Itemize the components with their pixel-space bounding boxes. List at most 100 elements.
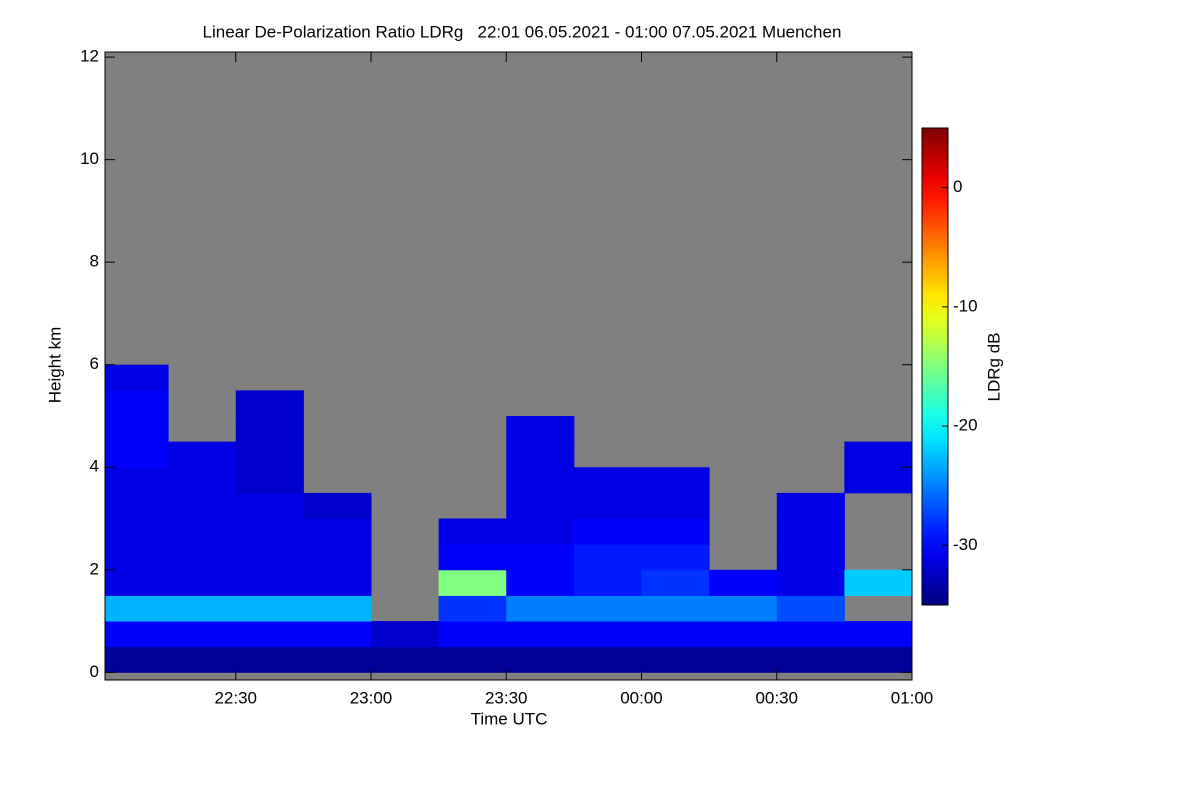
heatmap-cell [105,364,169,391]
heatmap-cell [235,492,304,520]
heatmap-cell [573,595,642,622]
heatmap-cell [506,441,575,468]
heatmap-cell [438,569,507,596]
colorbar [921,127,949,606]
heatmap-cell [641,595,710,622]
heatmap-cell [641,467,710,494]
heatmap-cell [641,544,710,571]
heatmap-cell [105,544,169,571]
heatmap-cell [105,646,169,673]
heatmap-cell [303,621,372,648]
heatmap-cell [709,569,778,596]
heatmap-cell [506,646,575,673]
heatmap-cell [235,467,304,494]
heatmap-cell [438,595,507,622]
heatmap-cell [506,621,575,648]
heatmap-cell [506,415,575,443]
heatmap-cell [168,518,237,545]
x-tick-label: 23:00 [350,688,393,707]
x-tick-label: 22:30 [214,688,257,707]
y-tick-label: 2 [90,559,99,578]
heatmap-cell [303,492,372,520]
heatmap-cell [506,518,575,545]
heatmap-cell [105,415,169,443]
heatmap-cell [303,544,372,571]
heatmap-cell [303,595,372,622]
heatmap-cell [844,467,913,494]
colorbar-tick-label: -10 [953,296,978,315]
heatmap-cell [105,518,169,545]
y-tick-label: 12 [80,47,99,66]
colorbar-tick-label: 0 [953,177,962,196]
heatmap-cell [168,595,237,622]
heatmap-cell [370,621,440,648]
heatmap-cell [506,467,575,494]
plot-frame [104,51,913,681]
y-tick-label: 8 [90,252,99,271]
heatmap-cell [573,569,642,596]
x-tick-label: 00:30 [755,688,798,707]
x-tick-label: 01:00 [891,688,934,707]
heatmap-cell [438,621,507,648]
heatmap-cell [168,467,237,494]
y-tick-label: 6 [90,354,99,373]
heatmap-cell [844,441,913,468]
heatmap-cell [303,518,372,545]
heatmap-cell [168,569,237,596]
y-axis-label: Height km [45,327,64,404]
heatmap-cell [235,621,304,648]
heatmap-cell [105,621,169,648]
heatmap-cell [235,544,304,571]
heatmap-cell [506,492,575,520]
heatmap-cell [573,492,642,520]
heatmap-cell [776,544,845,571]
heatmap-cell [303,646,372,673]
heatmap-cell [776,646,845,673]
heatmap-cell [641,621,710,648]
heatmap-cell [235,646,304,673]
heatmap-cell [709,646,778,673]
heatmap-cell [573,621,642,648]
heatmap-cell [235,518,304,545]
heatmap-cell [105,569,169,596]
heatmap-cell [438,544,507,571]
x-tick-label: 23:30 [485,688,528,707]
heatmap-cell [105,467,169,494]
heatmap-cell [105,595,169,622]
y-tick-label: 10 [80,149,99,168]
heatmap-cell [641,646,710,673]
y-tick-label: 4 [90,457,99,476]
heatmap-cell [105,492,169,520]
heatmap-cell [168,646,237,673]
heatmap-cell [776,569,845,596]
heatmap-cell [370,646,440,673]
heatmap-cell [168,492,237,520]
heatmap-cell [168,441,237,468]
heatmap-cell [844,569,913,596]
x-tick-label: 00:00 [620,688,663,707]
y-tick-label: 0 [90,662,99,681]
heatmap-cell [776,518,845,545]
heatmap-cell [506,544,575,571]
heatmap-cell [235,390,304,417]
heatmap-cell [641,492,710,520]
heatmap-cell [844,621,913,648]
heatmap-cell [641,569,710,596]
heatmap-cell [168,621,237,648]
chart-title: Linear De-Polarization Ratio LDRg 22:01 … [203,22,842,41]
heatmap-cell [506,595,575,622]
heatmap-cell [709,595,778,622]
heatmap-cell [506,569,575,596]
heatmap-cell [641,518,710,545]
colorbar-label: LDRg dB [984,333,1003,402]
heatmap-cell [235,595,304,622]
heatmap-cell [438,646,507,673]
heatmap-cell [235,415,304,443]
heatmap-cell [573,646,642,673]
heatmap-cell [573,518,642,545]
x-axis-label: Time UTC [471,709,548,728]
heatmap-cell [573,467,642,494]
heatmap-cell [776,492,845,520]
heatmap-cell [235,569,304,596]
